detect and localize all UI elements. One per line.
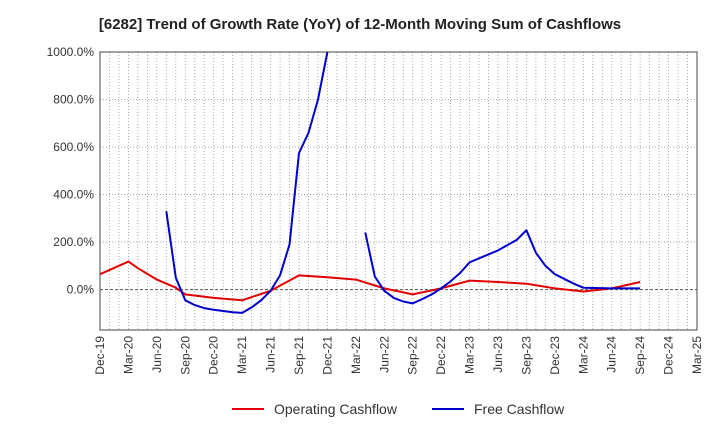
legend-label-operating-cashflow: Operating Cashflow [274, 401, 398, 417]
x-tick-label: Jun-21 [264, 336, 278, 373]
x-tick-label: Sep-22 [406, 336, 420, 375]
legend-label-free-cashflow: Free Cashflow [474, 401, 565, 417]
y-tick-label: 400.0% [53, 188, 94, 202]
y-tick-label: 1000.0% [47, 45, 95, 59]
plot-area [99, 51, 698, 331]
x-tick-label: Dec-20 [207, 336, 221, 375]
x-tick-label: Mar-24 [576, 336, 590, 374]
x-tick-label: Sep-23 [519, 336, 533, 375]
y-tick-label: 200.0% [53, 235, 94, 249]
y-tick-label: 0.0% [67, 283, 95, 297]
x-tick-label: Jun-20 [150, 336, 164, 373]
x-tick-label: Jun-23 [491, 336, 505, 373]
y-tick-label: 800.0% [53, 93, 94, 107]
x-tick-label: Mar-22 [349, 336, 363, 374]
x-tick-label: Mar-21 [235, 336, 249, 374]
x-tick-label: Mar-23 [463, 336, 477, 374]
operating-cashflow-line [100, 260, 641, 302]
x-tick-label: Dec-21 [320, 336, 334, 375]
x-tick-label: Mar-20 [121, 336, 135, 374]
y-tick-label: 600.0% [53, 140, 94, 154]
x-tick-label: Sep-24 [633, 336, 647, 375]
x-tick-label: Mar-25 [690, 336, 704, 374]
x-tick-label: Dec-24 [662, 336, 676, 375]
x-tick-label: Jun-22 [377, 336, 391, 373]
free-cashflow-line [165, 51, 329, 314]
x-tick-label: Dec-22 [434, 336, 448, 375]
x-tick-label: Jun-24 [605, 336, 619, 373]
free-cashflow-line [364, 229, 641, 305]
chart-title: [6282] Trend of Growth Rate (YoY) of 12-… [98, 16, 622, 33]
x-tick-label: Sep-20 [178, 336, 192, 375]
x-tick-label: Sep-21 [292, 336, 306, 375]
x-tick-label: Dec-19 [93, 336, 107, 375]
x-tick-label: Dec-23 [548, 336, 562, 375]
